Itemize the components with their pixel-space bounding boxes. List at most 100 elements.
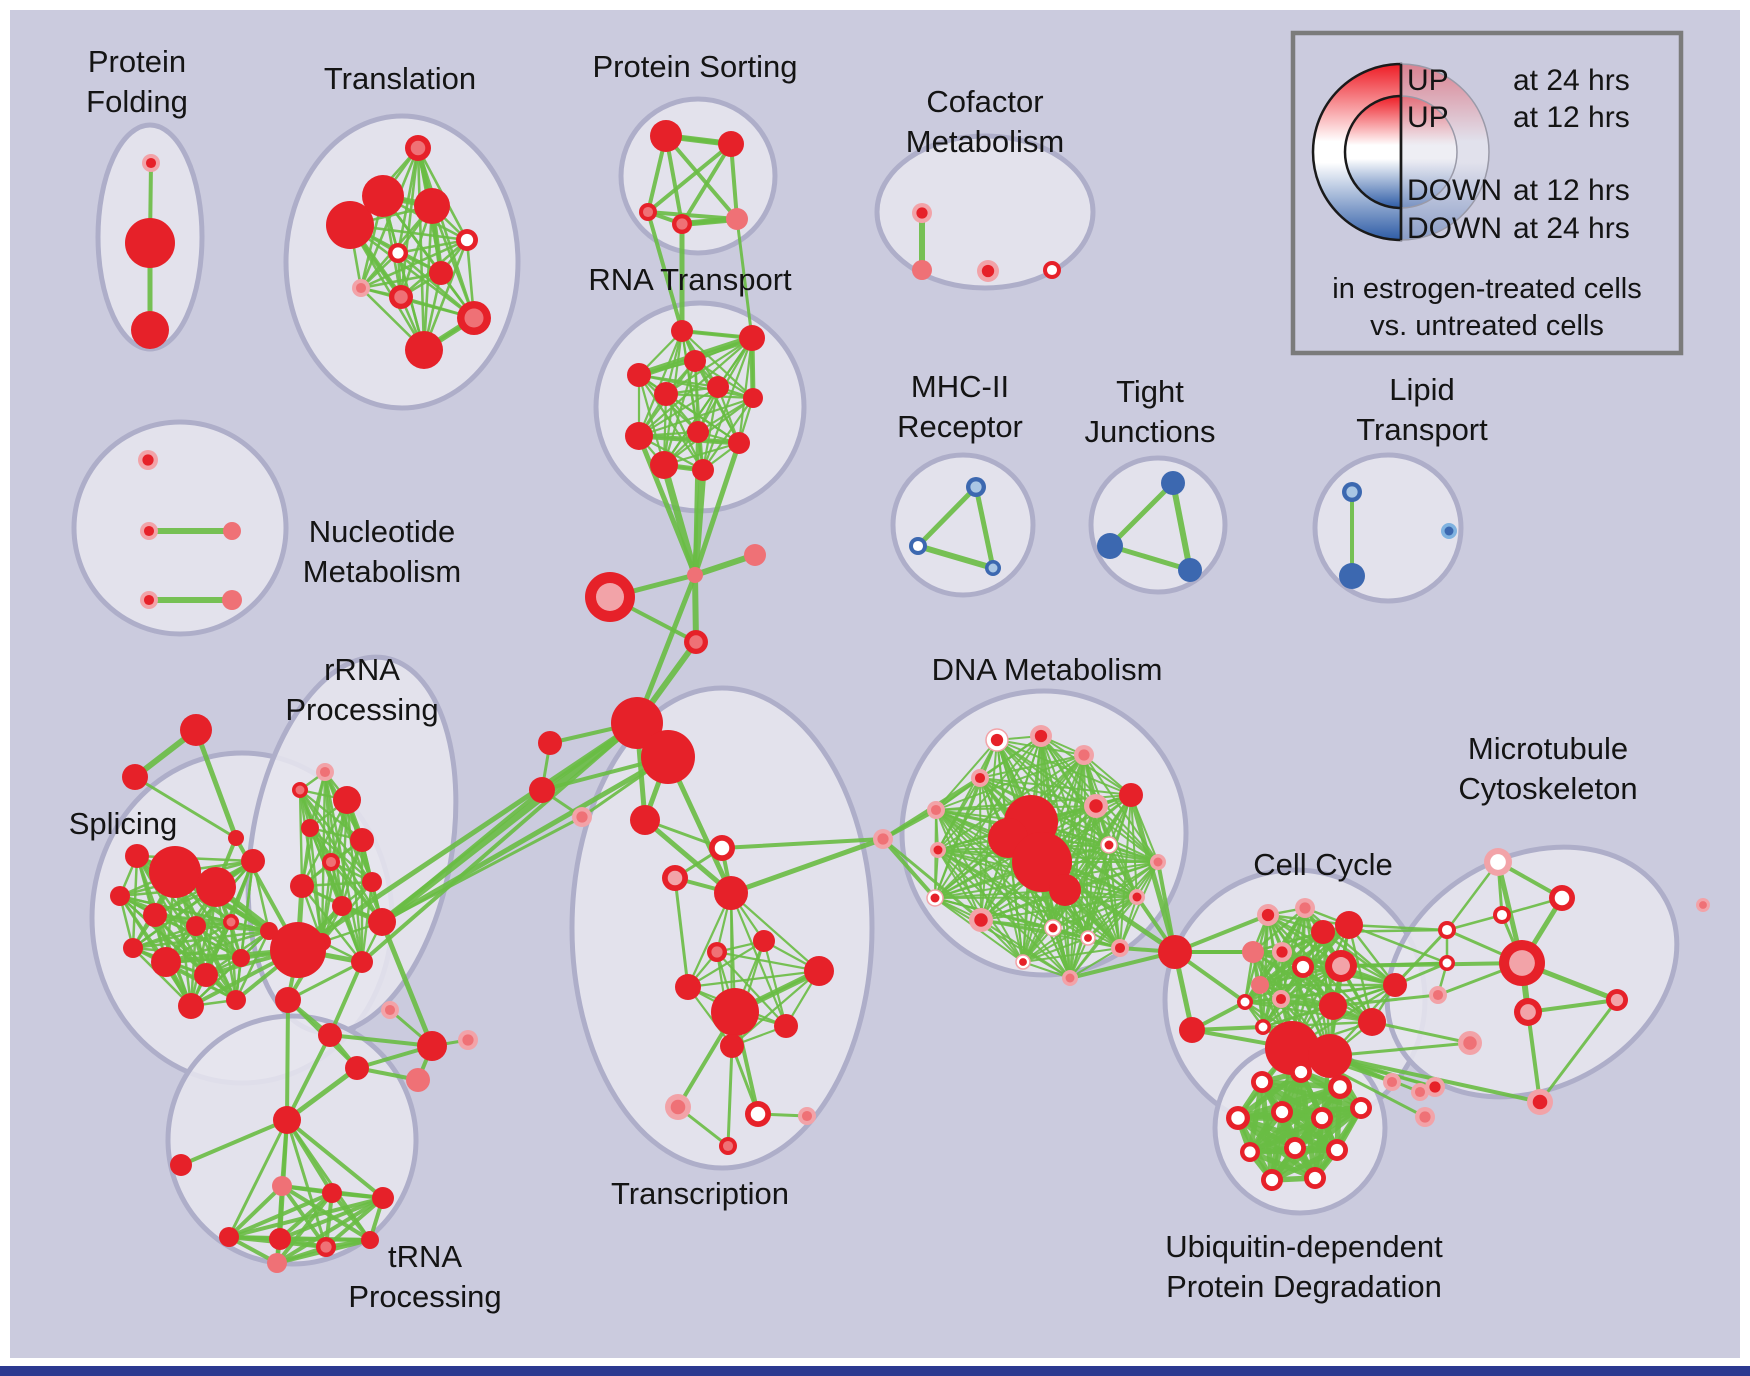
- network-edge: [1052, 896, 1138, 929]
- network-edge: [979, 777, 1132, 796]
- node-translation-center: [464, 308, 484, 328]
- network-edge: [1069, 754, 1085, 979]
- node-tight_junctions: [1178, 558, 1202, 582]
- node-rna_transport: [684, 350, 706, 372]
- node-microtubule-center: [1532, 1094, 1548, 1110]
- node-rrna: [350, 828, 374, 852]
- node-trna: [272, 1176, 292, 1196]
- node-tight_junctions: [1161, 471, 1185, 495]
- node-mhc-center: [970, 481, 982, 493]
- network-edge: [915, 484, 979, 549]
- network-edge: [131, 929, 271, 950]
- cluster-label-cell_cycle: Cell Cycle: [1253, 847, 1393, 882]
- legend-direction-label: UP: [1407, 64, 1449, 97]
- node-ubiquitin-center: [1354, 1101, 1368, 1115]
- node-rna_transport: [627, 363, 651, 387]
- node-microtubule-center: [1442, 958, 1452, 968]
- network-edge: [935, 754, 1085, 811]
- network-edge: [686, 891, 733, 989]
- cluster-label-cofactor: Metabolism: [906, 124, 1065, 159]
- node-trna: [273, 1106, 301, 1134]
- node-rrna: [345, 1056, 369, 1080]
- network-edge: [634, 572, 698, 726]
- node-rna_transport: [687, 421, 709, 443]
- network-edge: [164, 929, 271, 964]
- network-edge: [1022, 947, 1121, 963]
- node-microtubule-center: [1699, 901, 1707, 909]
- node-splicing: [226, 990, 246, 1010]
- network-edge: [285, 1118, 372, 1242]
- network-edge: [664, 336, 754, 396]
- network-edge: [1370, 1020, 1472, 1045]
- network-edge: [300, 798, 349, 888]
- node-transcription: [714, 876, 748, 910]
- node-nucleotide: [222, 590, 242, 610]
- node-dna: [1119, 783, 1143, 807]
- node-trna: [219, 1227, 239, 1247]
- legend-footer-line: vs. untreated cells: [1370, 310, 1604, 342]
- node-microtubule-center: [1520, 1004, 1536, 1020]
- network-edge: [1040, 735, 1121, 949]
- node-dna-center: [933, 845, 943, 855]
- cluster-label-splicing: Splicing: [69, 806, 178, 841]
- node-splicing: [194, 963, 218, 987]
- cluster-label-protein_folding: Protein: [88, 44, 186, 79]
- node-dna-center: [1153, 857, 1163, 867]
- network-edge: [701, 396, 755, 472]
- cluster-label-microtubule: Cytoskeleton: [1458, 771, 1637, 806]
- node-transcription-center: [667, 870, 683, 886]
- node-rrna: [368, 908, 396, 936]
- network-edge: [345, 798, 364, 964]
- node-splicing: [123, 938, 143, 958]
- node-dna-center: [990, 733, 1004, 747]
- node-cell_cycle: [1319, 992, 1347, 1020]
- legend-time-label: at 12 hrs: [1513, 174, 1630, 207]
- node-microtubule-center: [1490, 854, 1506, 870]
- network-edge: [1022, 861, 1159, 963]
- node-splicing: [186, 916, 206, 936]
- node-connectors: [687, 567, 703, 583]
- node-cell_cycle-center: [1414, 1086, 1426, 1098]
- network-edge: [662, 359, 697, 467]
- network-edge: [979, 754, 1085, 779]
- cluster-label-translation: Translation: [324, 61, 476, 96]
- node-ubiquitin-center: [1288, 1141, 1302, 1155]
- network-edge: [673, 876, 690, 989]
- node-cell_cycle-center: [1299, 902, 1311, 914]
- network-edge: [680, 329, 755, 400]
- network-edge: [284, 1065, 360, 1123]
- node-rna_transport: [625, 422, 653, 450]
- node-translation: [414, 188, 450, 224]
- node-nucleotide-center: [142, 454, 154, 466]
- network-edge: [720, 837, 885, 850]
- network-edge: [1128, 792, 1178, 955]
- node-translation: [362, 175, 404, 217]
- node-splicing: [125, 844, 149, 868]
- network-edge: [637, 396, 755, 438]
- network-edge: [680, 142, 733, 226]
- node-rrna-center: [462, 1034, 474, 1046]
- node-microtubule-center: [1429, 1081, 1441, 1093]
- node-microtubule-center: [1509, 950, 1535, 976]
- node-transcription: [804, 956, 834, 986]
- node-trna: [372, 1187, 394, 1209]
- node-connectors: [270, 922, 326, 978]
- network-edge: [881, 808, 938, 841]
- network-edge: [1331, 993, 1440, 1008]
- cluster-lipid-ellipse: [1312, 452, 1464, 604]
- cluster-tight_junctions-ellipse: [1088, 455, 1228, 595]
- network-edge: [380, 815, 584, 924]
- node-translation-center: [410, 140, 426, 156]
- cluster-label-tight_junctions: Tight: [1116, 374, 1184, 409]
- node-translation: [429, 261, 453, 285]
- network-edge: [131, 920, 233, 950]
- network-edge: [1393, 928, 1449, 987]
- node-dna-center: [1078, 749, 1090, 761]
- network-edge: [664, 392, 755, 400]
- network-edge: [1538, 998, 1619, 1104]
- node-protein_sorting: [650, 120, 682, 152]
- legend-left-half: [1343, 94, 1403, 210]
- network-edge: [131, 946, 193, 1008]
- network-edge: [1108, 844, 1138, 898]
- network-edge: [1052, 861, 1159, 929]
